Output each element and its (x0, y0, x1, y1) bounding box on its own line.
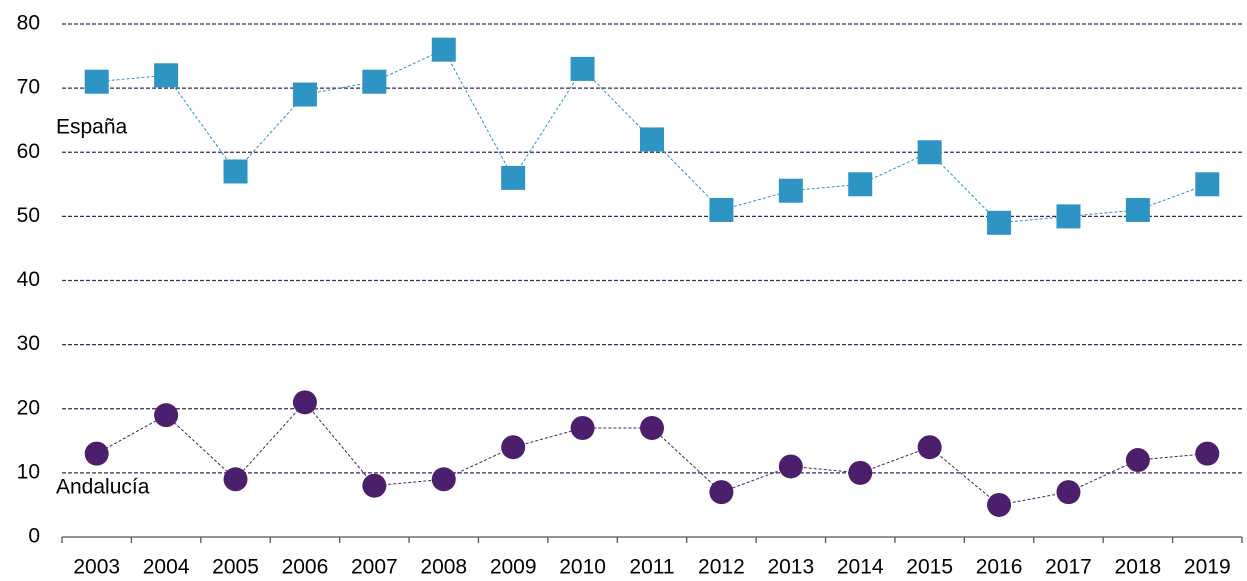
x-tick-label: 2012 (698, 556, 745, 579)
x-tick-label: 2016 (976, 556, 1023, 579)
marker (362, 69, 387, 94)
marker (917, 140, 942, 165)
marker (570, 415, 595, 440)
marker (501, 435, 526, 460)
marker (987, 492, 1012, 517)
x-tick-label: 2014 (837, 556, 884, 579)
marker (640, 127, 664, 152)
marker (292, 390, 317, 415)
marker (223, 467, 248, 492)
marker (431, 37, 456, 62)
x-tick-label: 2009 (490, 556, 537, 579)
marker (84, 69, 109, 94)
series-label: Andalucía (56, 476, 150, 499)
marker (84, 441, 109, 466)
marker (1056, 480, 1081, 505)
marker (501, 165, 526, 190)
y-tick-label: 40 (17, 268, 40, 291)
marker (292, 82, 317, 107)
marker (778, 178, 803, 203)
marker (570, 56, 595, 81)
x-tick-label: 2004 (143, 556, 190, 579)
x-tick-label: 2017 (1045, 556, 1092, 579)
y-tick-label: 0 (28, 525, 40, 548)
x-tick-label: 2005 (212, 556, 259, 579)
marker (1125, 448, 1150, 473)
marker (154, 403, 179, 428)
y-tick-label: 50 (17, 204, 40, 227)
x-tick-label: 2013 (767, 556, 814, 579)
x-tick-label: 2008 (420, 556, 467, 579)
marker (1056, 204, 1081, 229)
y-tick-label: 10 (17, 460, 40, 483)
marker (848, 460, 873, 485)
y-tick-label: 30 (17, 332, 40, 355)
marker (223, 159, 248, 184)
x-tick-label: 2018 (1115, 556, 1162, 579)
plot: 0 10 20 30 40 50 60 70 80 2003 2004 2005 2006 2007 200… (17, 12, 1243, 579)
marker (362, 473, 387, 498)
x-tick-label: 2010 (559, 556, 606, 579)
x-tick-label: 2003 (73, 556, 120, 579)
x-tick-label: 2019 (1184, 556, 1231, 579)
marker (1195, 441, 1220, 466)
marker (1195, 172, 1220, 197)
marker (848, 172, 873, 197)
y-tick-label: 80 (17, 12, 40, 35)
x-tick-label: 2015 (906, 556, 953, 579)
y-tick-label: 20 (17, 396, 40, 419)
marker (1125, 197, 1150, 222)
marker (431, 467, 456, 492)
marker (709, 480, 734, 505)
series-label: España (56, 116, 128, 139)
y-tick-label: 70 (17, 76, 40, 99)
series-line (96, 401, 1208, 506)
marker (987, 210, 1012, 235)
x-tick-label: 2006 (282, 556, 329, 579)
marker (709, 197, 734, 222)
marker (640, 415, 664, 440)
x-tick-label: 2007 (351, 556, 398, 579)
x-tick-label: 2011 (629, 556, 674, 579)
marker (917, 435, 942, 460)
y-tick-label: 60 (17, 140, 40, 163)
marker (154, 63, 179, 88)
marker (778, 454, 803, 479)
series-line (96, 48, 1208, 224)
